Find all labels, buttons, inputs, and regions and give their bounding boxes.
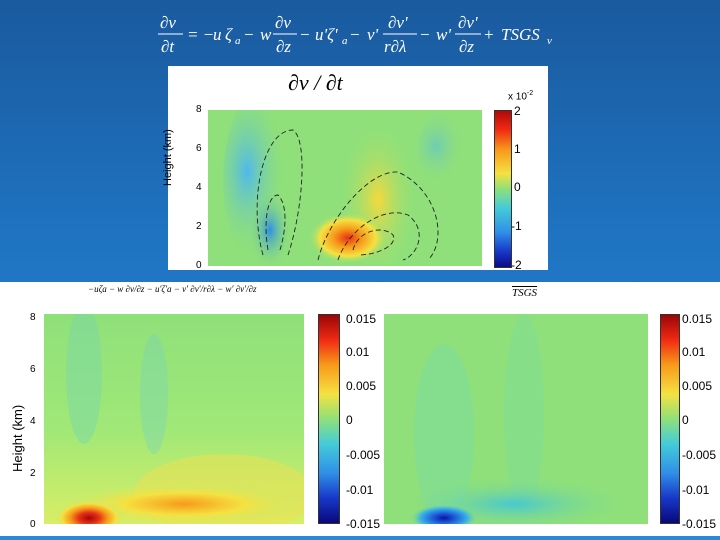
top-cbar-tick-m1: -1 xyxy=(511,219,522,233)
eq-term-17: ∂v' xyxy=(458,13,478,32)
eq-term-10: a xyxy=(342,35,348,47)
top-ytick-4: 4 xyxy=(196,182,202,193)
eq-term-16: w' xyxy=(436,25,451,44)
bottom-left-colorbar xyxy=(318,314,340,524)
bl-cbar-tick-5: -0.01 xyxy=(346,483,374,497)
bl-ytick-2: 2 xyxy=(30,468,36,479)
eq-term-11: − xyxy=(349,25,360,44)
bl-ytick-4: 4 xyxy=(30,416,36,427)
top-cbar-tick-m2: -2 xyxy=(511,258,522,272)
eq-term-12: v' xyxy=(367,25,379,44)
eq-term-21: v xyxy=(547,35,552,47)
br-cbar-tick-0: 0.015 xyxy=(682,312,713,326)
bottom-ylabel: Height (km) xyxy=(10,404,25,472)
colorbar-exponent: x 10-2 xyxy=(508,90,533,102)
bl-ytick-6: 6 xyxy=(30,364,36,375)
eq-term-9: u'ζ' xyxy=(315,25,338,44)
colorbar-exponent-power: -2 xyxy=(526,90,534,97)
eq-term-0: = − xyxy=(187,25,214,44)
top-cbar-tick-0: 0 xyxy=(514,180,521,194)
bl-cbar-tick-1: 0.01 xyxy=(346,345,370,359)
bl-cbar-tick-3: 0 xyxy=(346,413,353,427)
br-cbar-tick-5: -0.01 xyxy=(682,483,710,497)
bottom-left-caption: −uζa − w ∂v/∂z − u'ζ'a − v' ∂v'/r∂λ − w'… xyxy=(88,284,257,294)
br-cbar-tick-1: 0.01 xyxy=(682,345,706,359)
eq-term-14: r∂λ xyxy=(384,37,406,56)
top-ytick-2: 2 xyxy=(196,221,202,232)
eq-term-4: − xyxy=(243,25,254,44)
eq-term-18: ∂z xyxy=(459,37,474,56)
bottom-right-heatmap xyxy=(384,314,648,524)
eq-term-5: w xyxy=(260,25,272,44)
bl-cbar-tick-4: -0.005 xyxy=(346,448,381,462)
top-cbar-tick-1: 1 xyxy=(514,142,521,156)
colorbar-exponent-base: x 10 xyxy=(508,91,527,103)
top-ytick-0: 0 xyxy=(196,260,202,271)
eq-term-19: + xyxy=(483,25,494,44)
bl-cbar-tick-6: -0.015 xyxy=(346,517,381,531)
top-heatmap xyxy=(208,110,482,266)
br-cbar-tick-2: 0.005 xyxy=(682,379,713,393)
eq-term-3: a xyxy=(235,35,241,47)
br-cbar-tick-6: -0.015 xyxy=(682,517,717,531)
bl-cbar-tick-0: 0.015 xyxy=(346,312,377,326)
bl-cbar-tick-2: 0.005 xyxy=(346,379,377,393)
eq-term-7: ∂z xyxy=(276,37,291,56)
eq-term-20: TSGS xyxy=(501,25,540,44)
equation-svg: ∂v ∂t = − u ζ a − w ∂v ∂z − u'ζ' a − v' … xyxy=(158,13,552,56)
eq-term-2: ζ xyxy=(225,25,233,44)
bl-ytick-0: 0 xyxy=(30,519,36,530)
top-ytick-8: 8 xyxy=(196,104,202,115)
lhs-denominator: ∂t xyxy=(161,37,175,56)
br-cbar-tick-4: -0.005 xyxy=(682,448,717,462)
bottom-left-heatmap xyxy=(44,314,304,524)
lhs-numerator: ∂v xyxy=(160,13,176,32)
top-ylabel: Height (km) xyxy=(162,129,174,186)
top-colorbar xyxy=(494,110,512,268)
eq-term-13: ∂v' xyxy=(388,13,408,32)
eq-term-1: u xyxy=(213,25,222,44)
br-cbar-tick-3: 0 xyxy=(682,413,689,427)
top-cbar-tick-2: 2 xyxy=(514,104,521,118)
budget-equation: ∂v ∂t = − u ζ a − w ∂v ∂z − u'ζ' a − v' … xyxy=(155,8,575,60)
bl-ytick-8: 8 xyxy=(30,312,36,323)
top-ytick-6: 6 xyxy=(196,143,202,154)
top-plot-title: ∂v / ∂t xyxy=(288,70,343,95)
bottom-right-caption: TSGS xyxy=(512,287,538,299)
eq-term-6: ∂v xyxy=(275,13,291,32)
bottom-right-colorbar xyxy=(660,314,680,524)
eq-term-8: − xyxy=(299,25,310,44)
eq-term-15: − xyxy=(419,25,430,44)
